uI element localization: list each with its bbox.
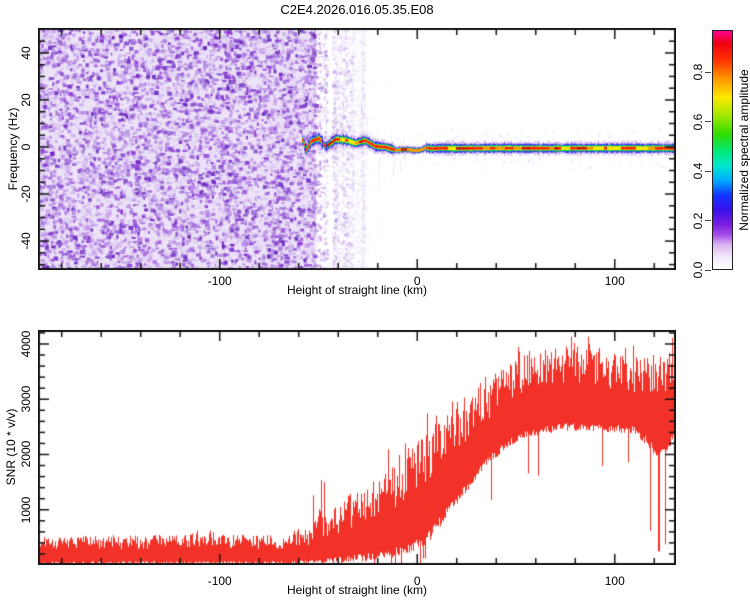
colorbar-title: Normalized spectral amplitude (737, 69, 750, 231)
colorbar-tick-label: 0.2 (691, 212, 705, 229)
frequency-tick-label: 20 (19, 93, 33, 107)
height-tick-label-top: 100 (604, 274, 625, 288)
frequency-axis-label: Frequency (Hz) (6, 107, 20, 191)
colorbar-tick-mark (705, 71, 711, 73)
height-axis-label-bottom: Height of straight line (km) (286, 583, 428, 597)
colorbar-tick-label: 0.4 (691, 162, 705, 180)
colorbar-tick-label: 0.8 (691, 63, 705, 81)
spectrogram-canvas (38, 28, 676, 270)
frequency-tick-label: -20 (19, 185, 33, 203)
height-tick-label-bottom: 0 (413, 574, 421, 588)
height-tick-label-bottom: -100 (207, 574, 232, 588)
snr-axis-label: SNR (10 * v/v) (4, 408, 18, 486)
height-tick-label-top: -100 (207, 274, 232, 288)
snr-tick-label: 2000 (19, 441, 33, 468)
snr-tick-label: 4000 (19, 330, 33, 358)
snr-panel (38, 330, 676, 565)
frequency-tick-label: 40 (19, 46, 33, 60)
colorbar-tick-mark (705, 269, 711, 271)
snr-tick-label: 3000 (19, 385, 33, 413)
snr-tick-label: 1000 (19, 496, 33, 524)
colorbar-tick-label: 0.0 (691, 261, 705, 279)
colorbar-tick-mark (705, 220, 711, 221)
spectrogram-panel (38, 28, 676, 270)
colorbar-tick-mark (705, 170, 711, 172)
colorbar-tick-label: 0.6 (691, 113, 705, 130)
snr-canvas (38, 330, 676, 565)
chart-title: C2E4.2026.016.05.35.E08 (280, 2, 434, 17)
colorbar-gradient (712, 30, 733, 270)
colorbar-tick-mark (705, 121, 711, 123)
height-axis-label-top: Height of straight line (km) (286, 283, 428, 297)
frequency-tick-label: -40 (19, 232, 33, 250)
frequency-tick-label: 0 (19, 143, 33, 151)
height-tick-label-bottom: 100 (604, 574, 625, 588)
height-tick-label-top: 0 (413, 274, 421, 288)
